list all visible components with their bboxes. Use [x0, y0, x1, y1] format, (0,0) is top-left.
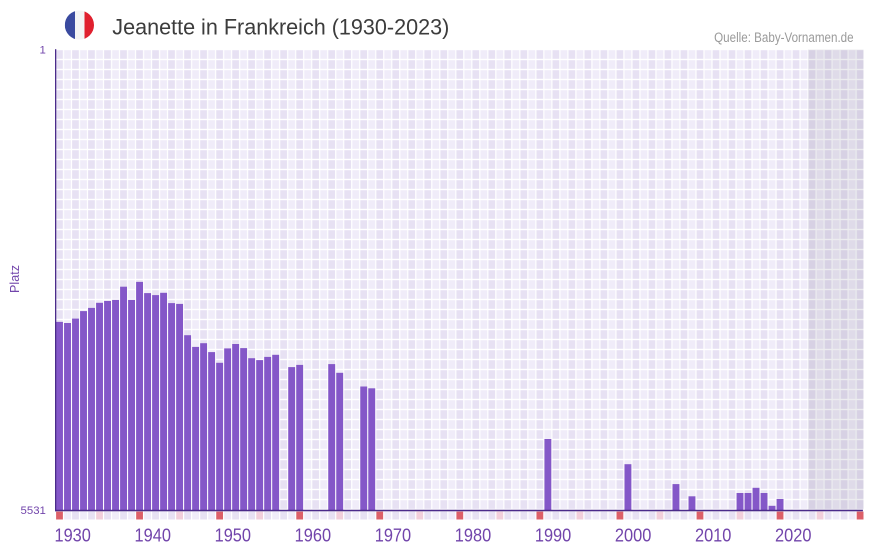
- svg-text:2010: 2010: [695, 525, 732, 546]
- svg-text:Jeanette in Frankreich (1930-2: Jeanette in Frankreich (1930-2023): [112, 14, 449, 39]
- svg-text:1980: 1980: [455, 525, 492, 546]
- svg-text:Quelle: Baby-Vornamen.de: Quelle: Baby-Vornamen.de: [714, 29, 853, 45]
- svg-text:1930: 1930: [55, 525, 92, 546]
- svg-text:5531: 5531: [21, 505, 46, 517]
- svg-text:2020: 2020: [775, 525, 812, 546]
- svg-text:Platz: Platz: [8, 265, 22, 293]
- svg-text:1960: 1960: [295, 525, 332, 546]
- svg-text:1990: 1990: [535, 525, 572, 546]
- svg-text:1970: 1970: [375, 525, 412, 546]
- svg-text:1950: 1950: [215, 525, 252, 546]
- svg-text:1940: 1940: [135, 525, 172, 546]
- svg-text:1: 1: [39, 45, 45, 57]
- svg-text:2000: 2000: [615, 525, 652, 546]
